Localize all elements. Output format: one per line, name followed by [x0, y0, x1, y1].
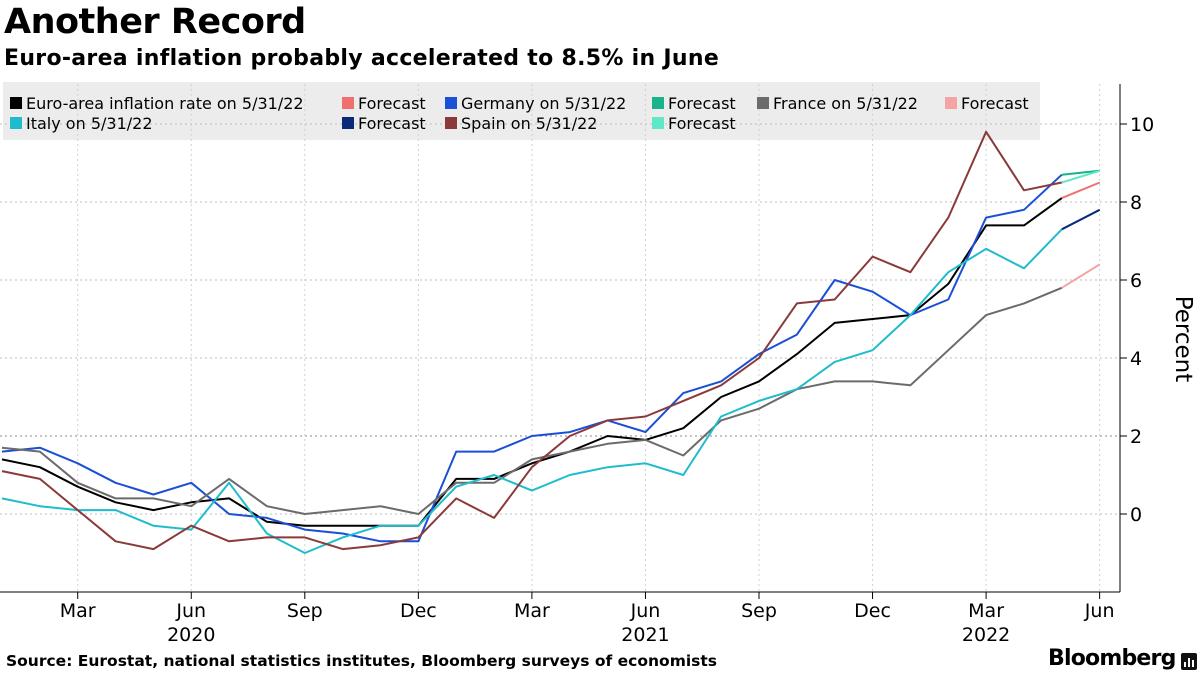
- legend-swatch: [445, 117, 457, 129]
- legend-swatch: [445, 97, 457, 109]
- x-year-label: 2020: [167, 624, 215, 646]
- y-axis-label: Percent: [1170, 296, 1196, 383]
- x-tick-label: Jun: [630, 600, 661, 622]
- legend-box: [3, 82, 1040, 140]
- x-tick-label: Jun: [1084, 600, 1115, 622]
- legend-swatch: [652, 117, 664, 129]
- legend-swatch: [757, 97, 769, 109]
- legend-swatch: [10, 117, 22, 129]
- series-line: [1, 228, 1063, 554]
- x-tick-label: Mar: [60, 600, 96, 622]
- x-tick-label: Sep: [287, 600, 323, 622]
- legend-label: Forecast: [961, 94, 1029, 113]
- series-lines: [1, 130, 1101, 554]
- x-tick-label: Jun: [175, 600, 206, 622]
- x-tick-label: Sep: [741, 600, 777, 622]
- legend-label: Forecast: [358, 94, 426, 113]
- legend-label: Germany on 5/31/22: [461, 94, 626, 113]
- source-note: Source: Eurostat, national statistics in…: [6, 652, 718, 670]
- series-line: [1, 173, 1063, 543]
- series-line: [1061, 263, 1101, 289]
- bloomberg-logo: Bloomberg: [1048, 646, 1176, 671]
- series-line: [1061, 181, 1101, 200]
- x-tick-label: Dec: [400, 600, 437, 622]
- legend-swatch: [652, 97, 664, 109]
- legend-label: France on 5/31/22: [773, 94, 918, 113]
- y-tick-label: 10: [1130, 114, 1154, 136]
- series-line: [1061, 169, 1100, 176]
- series-line: [1, 197, 1063, 527]
- legend-swatch: [342, 117, 354, 129]
- chart-title: Another Record: [4, 2, 306, 42]
- series-line: [1, 130, 1063, 551]
- y-tick-label: 2: [1130, 426, 1142, 448]
- grid-lines: [0, 84, 1120, 592]
- series-line: [1, 286, 1063, 515]
- y-tick-label: 8: [1130, 192, 1142, 214]
- x-tick-label: Dec: [854, 600, 891, 622]
- series-line: [1061, 169, 1100, 184]
- legend-label: Forecast: [668, 94, 736, 113]
- x-year-label: 2022: [962, 624, 1010, 646]
- series-line: [1061, 208, 1101, 231]
- legend-label: Forecast: [358, 114, 426, 133]
- legend-label: Euro-area inflation rate on 5/31/22: [26, 94, 304, 113]
- legend-label: Italy on 5/31/22: [26, 114, 153, 133]
- y-tick-label: 0: [1130, 504, 1142, 526]
- x-tick-label: Mar: [514, 600, 550, 622]
- x-year-label: 2021: [621, 624, 669, 646]
- legend-label: Forecast: [668, 114, 736, 133]
- legend-label: Spain on 5/31/22: [461, 114, 597, 133]
- chart-subtitle: Euro-area inflation probably accelerated…: [4, 46, 720, 71]
- legend-swatch: [342, 97, 354, 109]
- legend-swatch: [10, 97, 22, 109]
- x-tick-label: Mar: [968, 600, 1004, 622]
- y-tick-label: 4: [1130, 348, 1142, 370]
- y-tick-label: 6: [1130, 270, 1142, 292]
- legend-swatch: [945, 97, 957, 109]
- legend: Euro-area inflation rate on 5/31/22 Forec…: [10, 94, 1029, 133]
- bloomberg-badge-icon: [1181, 653, 1197, 670]
